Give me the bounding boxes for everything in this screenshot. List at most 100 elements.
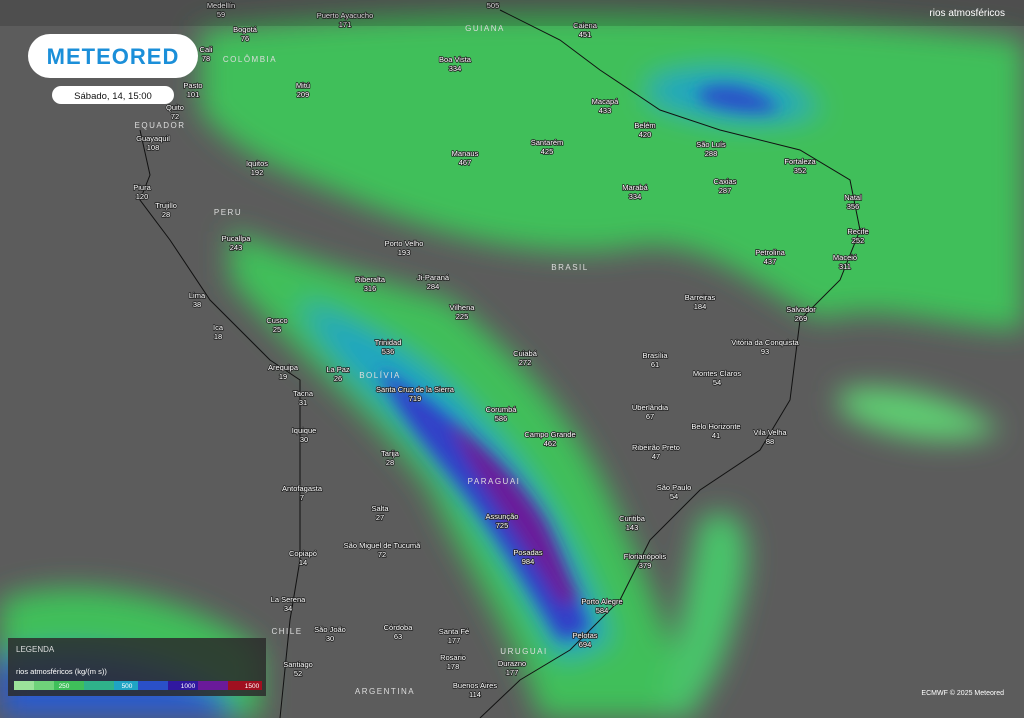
city-name: Santa Cruz de la Sierra <box>376 385 455 394</box>
city-name: Caiena <box>573 21 598 30</box>
city-name: Vilhena <box>450 303 476 312</box>
legend-scale-label: 1500 <box>245 683 260 690</box>
region-label: PERU <box>214 208 242 217</box>
legend-scale-label: 250 <box>59 683 70 690</box>
city-name: Vitória da Conquista <box>731 338 799 347</box>
city-name: Ribeirão Preto <box>632 443 680 452</box>
city-value: 61 <box>651 360 659 369</box>
city-value: 193 <box>398 248 411 257</box>
city-value: 41 <box>712 431 720 440</box>
city-value: 536 <box>382 347 395 356</box>
city-name: Vila Velha <box>753 428 787 437</box>
city-value: 101 <box>187 90 200 99</box>
city-name: Marabá <box>622 183 648 192</box>
city-value: 334 <box>629 192 642 201</box>
city-name: Santarém <box>531 138 564 147</box>
city-name: Trujillo <box>155 201 177 210</box>
city-name: Córdoba <box>384 623 414 632</box>
region-label: EQUADOR <box>135 121 186 130</box>
city-value: 76 <box>241 34 249 43</box>
date-badge <box>52 86 174 104</box>
city-value: 93 <box>761 347 769 356</box>
city-value: 30 <box>326 634 334 643</box>
city-name: Fortaleza <box>784 157 816 166</box>
city-value: 25 <box>273 325 281 334</box>
city-value: 72 <box>378 550 386 559</box>
city-value: 209 <box>297 90 310 99</box>
city-value: 694 <box>579 640 592 649</box>
city-value: 505 <box>487 1 500 10</box>
city-name: São Miguel de Tucumã <box>344 541 422 550</box>
city-value: 28 <box>162 210 170 219</box>
coastline <box>139 9 861 718</box>
city-value: 120 <box>136 192 149 201</box>
city-name: Belém <box>634 121 655 130</box>
city-value: 54 <box>713 378 721 387</box>
city-name: Corumbá <box>486 405 518 414</box>
city-value: 67 <box>646 412 654 421</box>
city-value: 462 <box>544 439 557 448</box>
city-value: 352 <box>794 166 807 175</box>
legend-scale-label: 500 <box>122 683 133 690</box>
city-value: 287 <box>719 186 732 195</box>
city-value: 311 <box>839 262 851 271</box>
city-name: Assunção <box>486 512 519 521</box>
region-label: PARAGUAI <box>468 477 521 486</box>
city-value: 433 <box>599 106 612 115</box>
city-name: Posadas <box>513 548 542 557</box>
city-value: 27 <box>376 513 384 522</box>
city-name: Piura <box>133 183 151 192</box>
city-name: Petrolina <box>755 248 785 257</box>
city-value: 225 <box>456 312 469 321</box>
city-name: Puerto Ayacucho <box>317 11 374 20</box>
layer-name: rios atmosféricos <box>929 8 1005 19</box>
city-name: Curitiba <box>619 514 646 523</box>
city-name: Copiapó <box>289 549 317 558</box>
city-value: 7 <box>300 493 304 502</box>
city-value: 177 <box>448 636 461 645</box>
city-value: 14 <box>299 558 307 567</box>
city-name: Brasília <box>642 351 668 360</box>
city-value: 467 <box>459 158 472 167</box>
city-value: 52 <box>294 669 302 678</box>
city-name: Cusco <box>266 316 287 325</box>
city-value: 284 <box>427 282 440 291</box>
city-value: 26 <box>334 374 342 383</box>
city-name: Boa Vista <box>439 55 472 64</box>
city-value: 356 <box>847 202 860 211</box>
city-name: La Paz <box>326 365 350 374</box>
city-name: Campo Grande <box>524 430 575 439</box>
legend-scale-label: 1000 <box>181 683 196 690</box>
city-value: 19 <box>279 372 287 381</box>
city-name: La Serena <box>271 595 306 604</box>
city-value: 31 <box>299 398 307 407</box>
legend-label: rios atmosféricos (kg/(m s)) <box>16 667 107 676</box>
date: Sábado, 14, 15:00 <box>74 91 152 102</box>
city-value: 34 <box>284 604 292 613</box>
city-name: Pasto <box>183 81 202 90</box>
city-name: Ica <box>213 323 224 332</box>
city-value: 178 <box>447 662 460 671</box>
city-name: Belo Horizonte <box>691 422 740 431</box>
city-name: Recife <box>847 227 868 236</box>
city-value: 177 <box>506 668 519 677</box>
city-value: 143 <box>626 523 639 532</box>
city-name: Caxias <box>714 177 737 186</box>
city-value: 38 <box>193 300 201 309</box>
city-name: Rosario <box>440 653 466 662</box>
credit: ECMWF © 2025 Meteored <box>921 689 1004 697</box>
city-name: Lima <box>189 291 206 300</box>
city-value: 437 <box>764 257 777 266</box>
city-value: 725 <box>496 521 509 530</box>
region-label: ARGENTINA <box>355 687 415 696</box>
city-value: 184 <box>694 302 707 311</box>
city-name: Quito <box>166 103 184 112</box>
city-name: Arequipa <box>268 363 299 372</box>
city-value: 243 <box>230 243 243 252</box>
city-value: 272 <box>519 358 532 367</box>
city-name: Maceió <box>833 253 857 262</box>
logo-badge <box>28 34 198 78</box>
city-name: Montes Claros <box>693 369 742 378</box>
city-value: 586 <box>495 414 508 423</box>
